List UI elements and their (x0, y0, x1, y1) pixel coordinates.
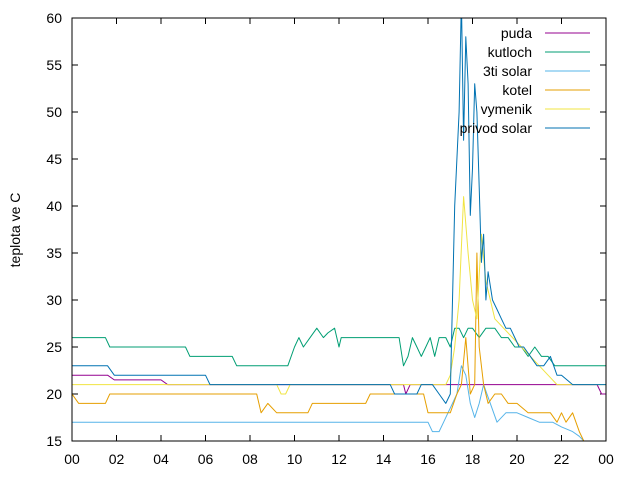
legend-label: puda (501, 25, 532, 41)
x-tick-label: 00 (64, 451, 80, 467)
series-line-2 (72, 365, 586, 441)
x-tick-label: 20 (509, 451, 525, 467)
y-tick-label: 50 (46, 104, 62, 120)
x-tick-label: 02 (109, 451, 125, 467)
legend-label: privod solar (460, 120, 533, 136)
y-tick-label: 25 (46, 339, 62, 355)
y-tick-label: 45 (46, 151, 62, 167)
y-axis-ticks: 15 20 25 30 35 40 45 50 55 60 (46, 10, 606, 449)
x-tick-label: 16 (420, 451, 436, 467)
y-axis-label: teplota ve C (7, 193, 23, 268)
y-tick-label: 15 (46, 433, 62, 449)
legend-label: vymenik (481, 101, 533, 117)
x-tick-label: 00 (598, 451, 614, 467)
legend-label: kutloch (488, 44, 532, 60)
x-tick-label: 10 (287, 451, 303, 467)
x-tick-label: 22 (554, 451, 570, 467)
x-tick-label: 18 (465, 451, 481, 467)
series-line-1 (72, 327, 606, 367)
series-line-3 (72, 252, 585, 441)
legend-label: 3ti solar (483, 63, 532, 79)
y-tick-label: 20 (46, 386, 62, 402)
x-axis-ticks: 00 02 04 06 08 10 12 14 16 18 20 22 00 (64, 18, 614, 467)
y-tick-label: 35 (46, 245, 62, 261)
x-tick-label: 12 (331, 451, 347, 467)
x-tick-label: 08 (242, 451, 258, 467)
legend-label: kotel (502, 82, 532, 98)
x-tick-label: 14 (376, 451, 392, 467)
legend: puda kutloch 3ti solar kotel vymenik privod s… (460, 25, 590, 136)
plot-frame (71, 17, 607, 442)
y-tick-label: 40 (46, 198, 62, 214)
y-tick-label: 60 (46, 10, 62, 26)
y-tick-label: 30 (46, 292, 62, 308)
series-line-5 (72, 18, 606, 404)
x-tick-label: 06 (198, 451, 214, 467)
series-lines (72, 18, 606, 441)
series-line-4 (72, 196, 606, 395)
x-tick-label: 04 (153, 451, 169, 467)
y-tick-label: 55 (46, 57, 62, 73)
